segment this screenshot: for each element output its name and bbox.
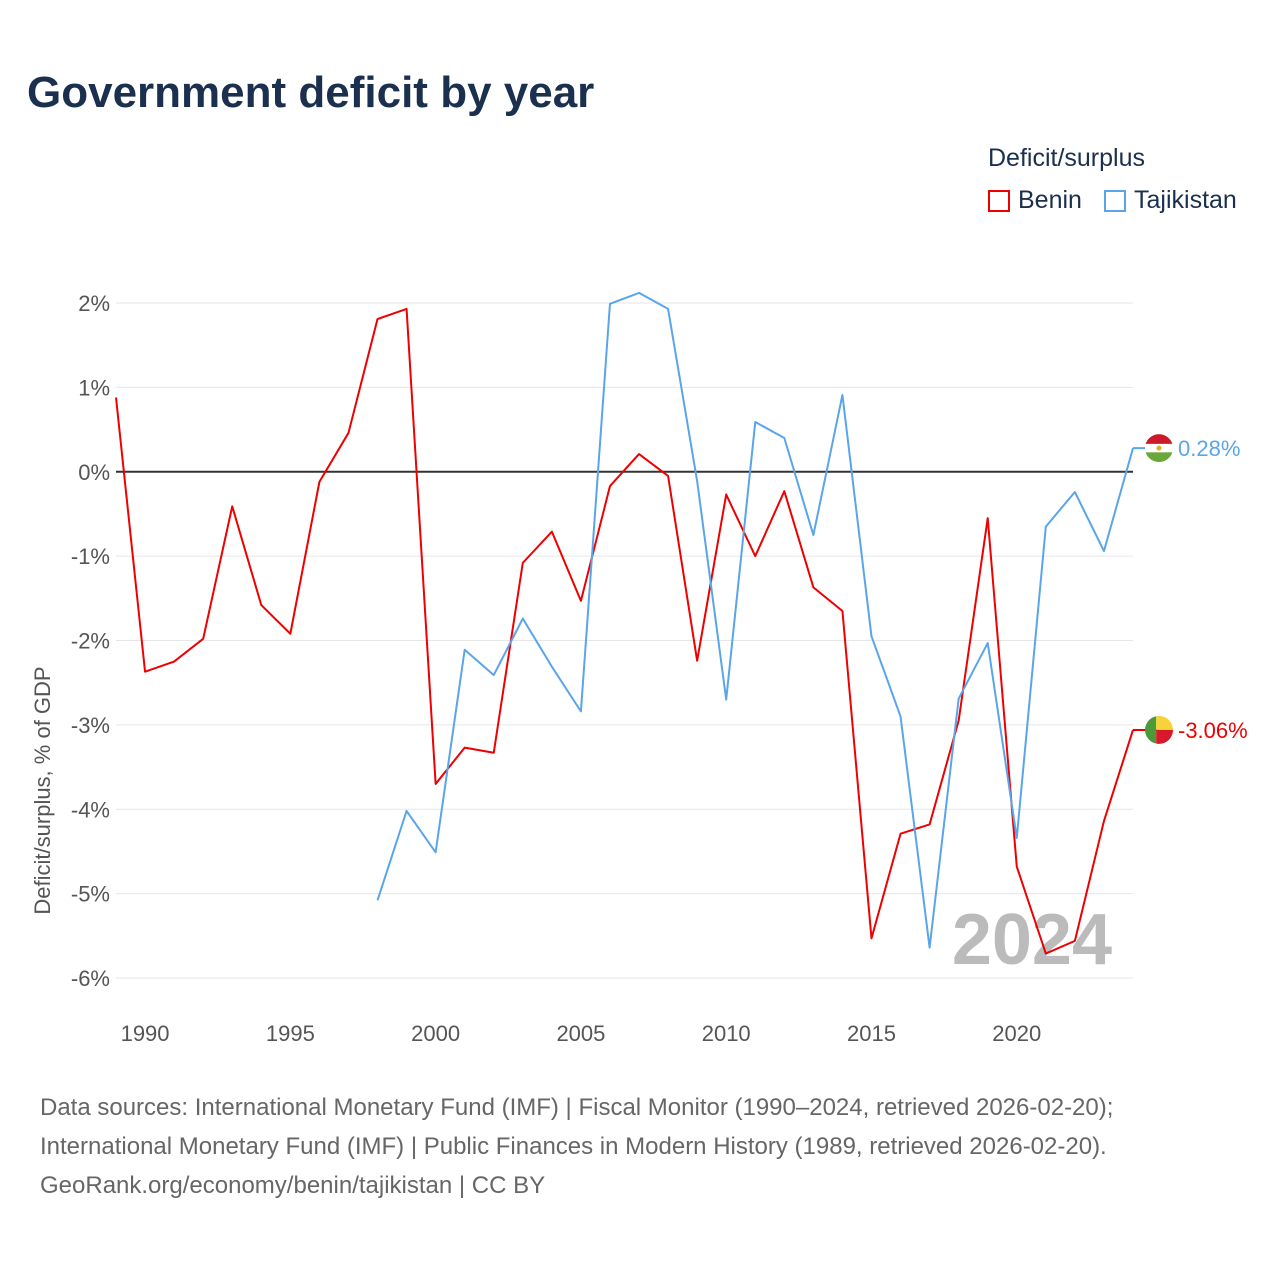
y-tick-label: -5% <box>71 882 110 907</box>
legend-title: Deficit/surplus <box>988 144 1145 172</box>
y-tick-label: 1% <box>78 375 110 400</box>
series-line-tajikistan <box>376 291 1134 949</box>
series-line-benin <box>115 307 1134 955</box>
tajikistan-flag-icon <box>1145 434 1173 463</box>
legend-item-benin[interactable]: Benin <box>988 186 1082 215</box>
y-tick-label: 2% <box>78 291 110 316</box>
x-tick-label: 2020 <box>992 1021 1041 1046</box>
footer-line: International Monetary Fund (IMF) | Publ… <box>40 1133 1107 1160</box>
y-tick-label: -1% <box>71 544 110 569</box>
legend-label: Tajikistan <box>1134 186 1237 214</box>
end-value-label: 0.28% <box>1178 436 1240 461</box>
legend-swatch-benin <box>988 189 1010 212</box>
y-axis-label: Deficit/surplus, % of GDP <box>30 666 55 914</box>
y-tick-label: -6% <box>71 966 110 991</box>
legend-item-tajikistan[interactable]: Tajikistan <box>1104 186 1237 215</box>
y-tick-label: 0% <box>78 460 110 485</box>
x-tick-label: 2005 <box>556 1021 605 1046</box>
legend-swatch-tajikistan <box>1104 189 1126 212</box>
y-tick-label: -3% <box>71 713 110 738</box>
footer-line: Data sources: International Monetary Fun… <box>40 1094 1114 1121</box>
x-tick-label: 2015 <box>847 1021 896 1046</box>
x-tick-label: 2000 <box>411 1021 460 1046</box>
footer-sources: Data sources: International Monetary Fun… <box>40 1088 1113 1205</box>
chart-title: Government deficit by year <box>27 68 595 117</box>
y-tick-label: -4% <box>71 797 110 822</box>
legend-label: Benin <box>1018 186 1082 214</box>
end-value-label: -3.06% <box>1178 718 1248 743</box>
footer-line: GeoRank.org/economy/benin/tajikistan | C… <box>40 1172 546 1199</box>
y-tick-label: -2% <box>71 629 110 654</box>
x-tick-label: 2010 <box>702 1021 751 1046</box>
x-tick-label: 1990 <box>121 1021 170 1046</box>
x-tick-label: 1995 <box>266 1021 315 1046</box>
